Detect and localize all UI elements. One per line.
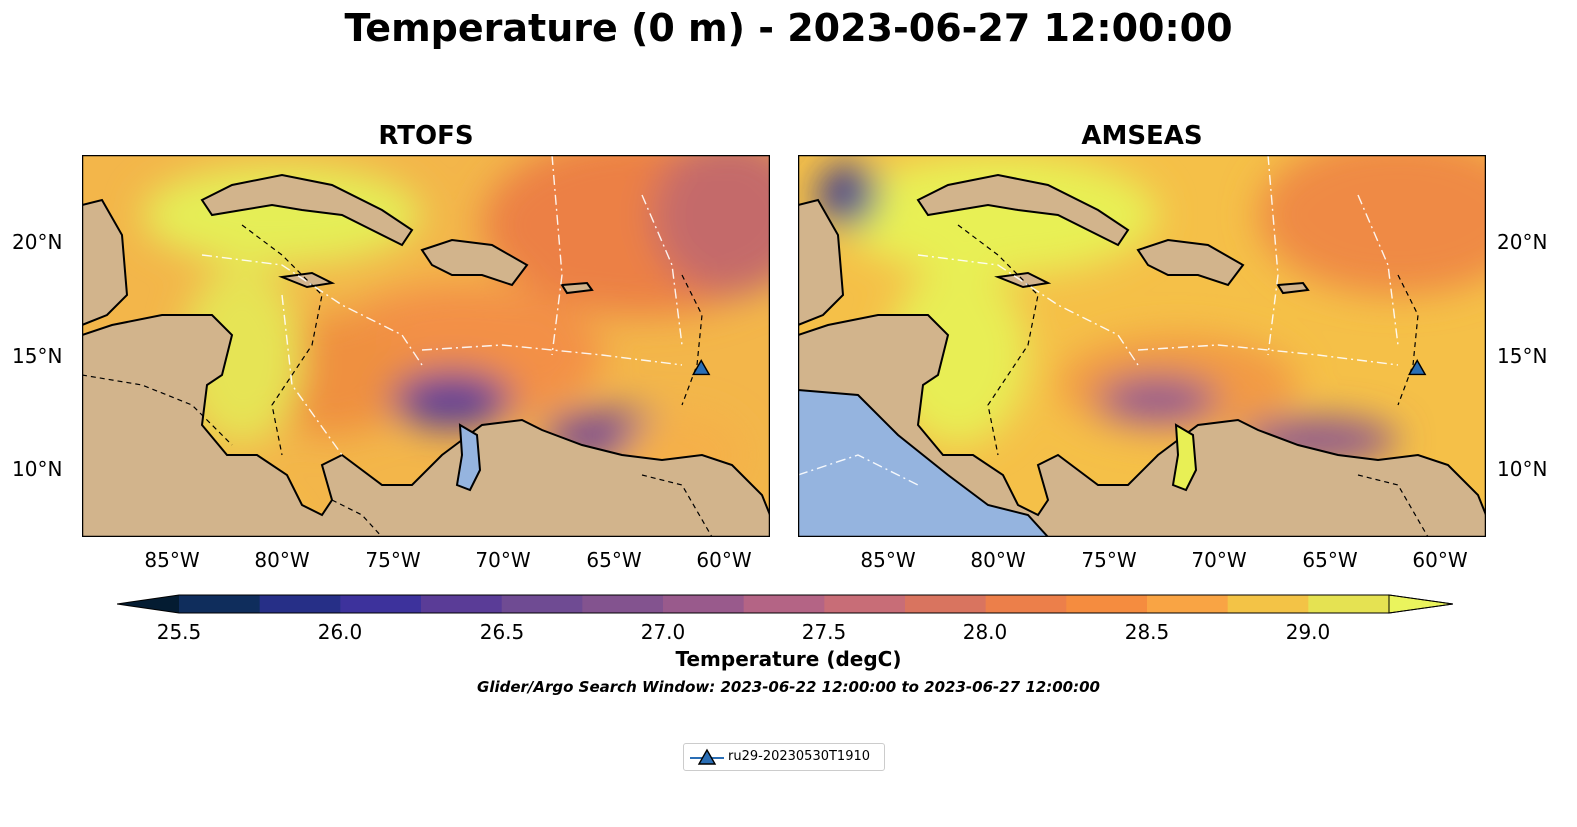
- colorbar-extend-low: [117, 595, 179, 613]
- colorbar-bin: [582, 595, 664, 613]
- search-window-note: Glider/Argo Search Window: 2023-06-22 12…: [477, 678, 1100, 696]
- lat-label-right: 20°N: [1497, 230, 1548, 254]
- glider-marker[interactable]: [691, 359, 711, 376]
- colorbar-bin: [179, 595, 261, 613]
- map-amseas[interactable]: [798, 155, 1486, 537]
- land: [82, 173, 770, 537]
- legend-label: ru29-20230530T1910: [728, 749, 871, 764]
- glider-marker[interactable]: [1407, 359, 1427, 376]
- colorbar-bin: [663, 595, 745, 613]
- lat-label-left: 20°N: [12, 230, 63, 254]
- map-frame: [82, 155, 770, 537]
- colorbar-bin: [1227, 595, 1309, 613]
- pacific-mask: [798, 390, 1048, 537]
- colorbar-tick: 28.0: [962, 620, 1008, 644]
- borders: [82, 224, 713, 537]
- borders: [957, 224, 1429, 537]
- colorbar-tick: 26.5: [479, 620, 525, 644]
- colorbar-bin: [1147, 595, 1229, 613]
- lat-label-right: 10°N: [1497, 457, 1548, 481]
- eez-lines: [798, 155, 1399, 486]
- temperature-field: [818, 155, 1486, 462]
- map-frame: [798, 155, 1486, 537]
- lon-label-left: 80°W: [254, 548, 310, 572]
- colorbar-bin: [259, 595, 341, 613]
- colorbar-tick: 27.0: [640, 620, 686, 644]
- legend-triangle-icon: [690, 748, 724, 765]
- land: [798, 173, 1486, 537]
- colorbar: [117, 594, 1453, 614]
- colorbar-bin: [1308, 595, 1390, 613]
- colorbar-tick: 27.5: [801, 620, 847, 644]
- colorbar-tick: 29.0: [1285, 620, 1331, 644]
- colorbar-tick: 25.5: [156, 620, 202, 644]
- lon-label-right: 70°W: [1191, 548, 1247, 572]
- lat-label-left: 15°N: [12, 344, 63, 368]
- colorbar-extend-high: [1388, 594, 1453, 614]
- colorbar-bin: [743, 595, 825, 613]
- colorbar-label: Temperature (degC): [675, 647, 902, 671]
- lon-label-right: 60°W: [1412, 548, 1468, 572]
- colorbar-bin: [501, 595, 583, 613]
- panel-title-rtofs: RTOFS: [378, 121, 474, 151]
- lon-label-left: 75°W: [365, 548, 421, 572]
- colorbar-tick: 26.0: [317, 620, 363, 644]
- lon-label-right: 65°W: [1302, 548, 1358, 572]
- lon-label-right: 85°W: [860, 548, 916, 572]
- colorbar-bin: [824, 595, 906, 613]
- lon-label-right: 80°W: [970, 548, 1026, 572]
- lon-label-left: 85°W: [144, 548, 200, 572]
- eez-lines: [201, 155, 683, 456]
- figure-title: Temperature (0 m) - 2023-06-27 12:00:00: [344, 6, 1233, 50]
- colorbar-bin: [985, 595, 1067, 613]
- colorbar-bin: [1066, 595, 1148, 613]
- colorbar-bin: [340, 595, 422, 613]
- colorbar-bin: [421, 595, 503, 613]
- colorbar-bin: [905, 595, 987, 613]
- lat-label-right: 15°N: [1497, 344, 1548, 368]
- panel-title-amseas: AMSEAS: [1081, 121, 1203, 151]
- lat-label-left: 10°N: [12, 457, 63, 481]
- map-rtofs[interactable]: [82, 155, 770, 537]
- lon-label-left: 65°W: [586, 548, 642, 572]
- lon-label-right: 75°W: [1081, 548, 1137, 572]
- lon-label-left: 70°W: [475, 548, 531, 572]
- lon-label-left: 60°W: [696, 548, 752, 572]
- legend: ru29-20230530T1910: [683, 743, 885, 771]
- colorbar-tick: 28.5: [1124, 620, 1170, 644]
